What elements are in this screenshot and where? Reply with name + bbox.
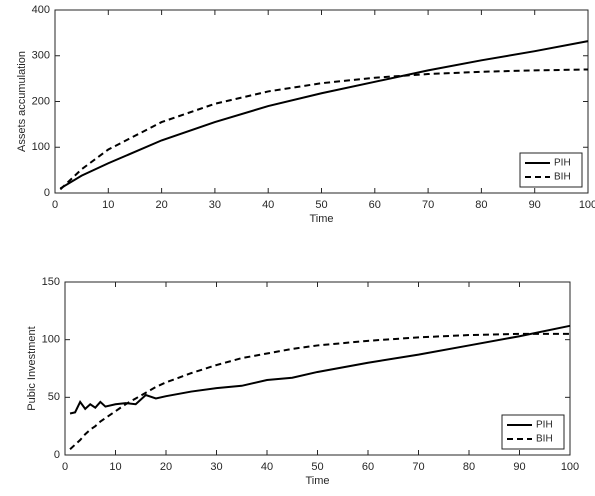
x-tick-label: 60 [369,199,381,211]
plot-area [54,9,589,194]
x-tick-label: 40 [261,461,273,473]
y-tick-label: 100 [42,334,60,346]
legend-label: BIH [536,434,553,445]
y-tick-label: 400 [32,4,50,16]
x-tick-label: 40 [262,199,274,211]
y-tick-label: 300 [32,50,50,62]
series-line [59,40,589,190]
x-tick-label: 10 [102,199,114,211]
y-tick-label: 0 [44,187,50,199]
x-tick-label: 50 [315,199,327,211]
legend-label: PIH [554,158,571,169]
legend-box [519,152,583,188]
x-tick-label: 80 [475,199,487,211]
x-tick-label: 20 [160,461,172,473]
x-axis-label: Time [305,475,329,487]
x-tick-label: 100 [579,199,595,211]
x-tick-label: 10 [109,461,121,473]
legend-label: PIH [536,420,553,431]
x-tick-label: 90 [513,461,525,473]
x-tick-label: 30 [210,461,222,473]
x-tick-label: 30 [209,199,221,211]
y-tick-label: 0 [54,449,60,461]
series-line [59,68,589,191]
x-tick-label: 90 [529,199,541,211]
x-tick-label: 70 [422,199,434,211]
x-tick-label: 0 [52,199,58,211]
x-tick-label: 60 [362,461,374,473]
y-tick-label: 150 [42,276,60,288]
series-line [69,324,571,415]
plot-area [64,281,571,456]
x-axis-label: Time [309,213,333,225]
legend-label: BIH [554,172,571,183]
x-tick-label: 100 [561,461,579,473]
y-tick-label: 100 [32,141,50,153]
y-axis-label: Assets accumulation [16,51,28,152]
x-tick-label: 0 [62,461,68,473]
series-line [69,332,570,450]
x-tick-label: 50 [311,461,323,473]
x-tick-label: 70 [412,461,424,473]
y-tick-label: 50 [48,391,60,403]
x-tick-label: 20 [155,199,167,211]
legend-box [501,414,565,450]
x-tick-label: 80 [463,461,475,473]
y-axis-label: Pubic Investment [26,326,38,410]
y-tick-label: 200 [32,95,50,107]
